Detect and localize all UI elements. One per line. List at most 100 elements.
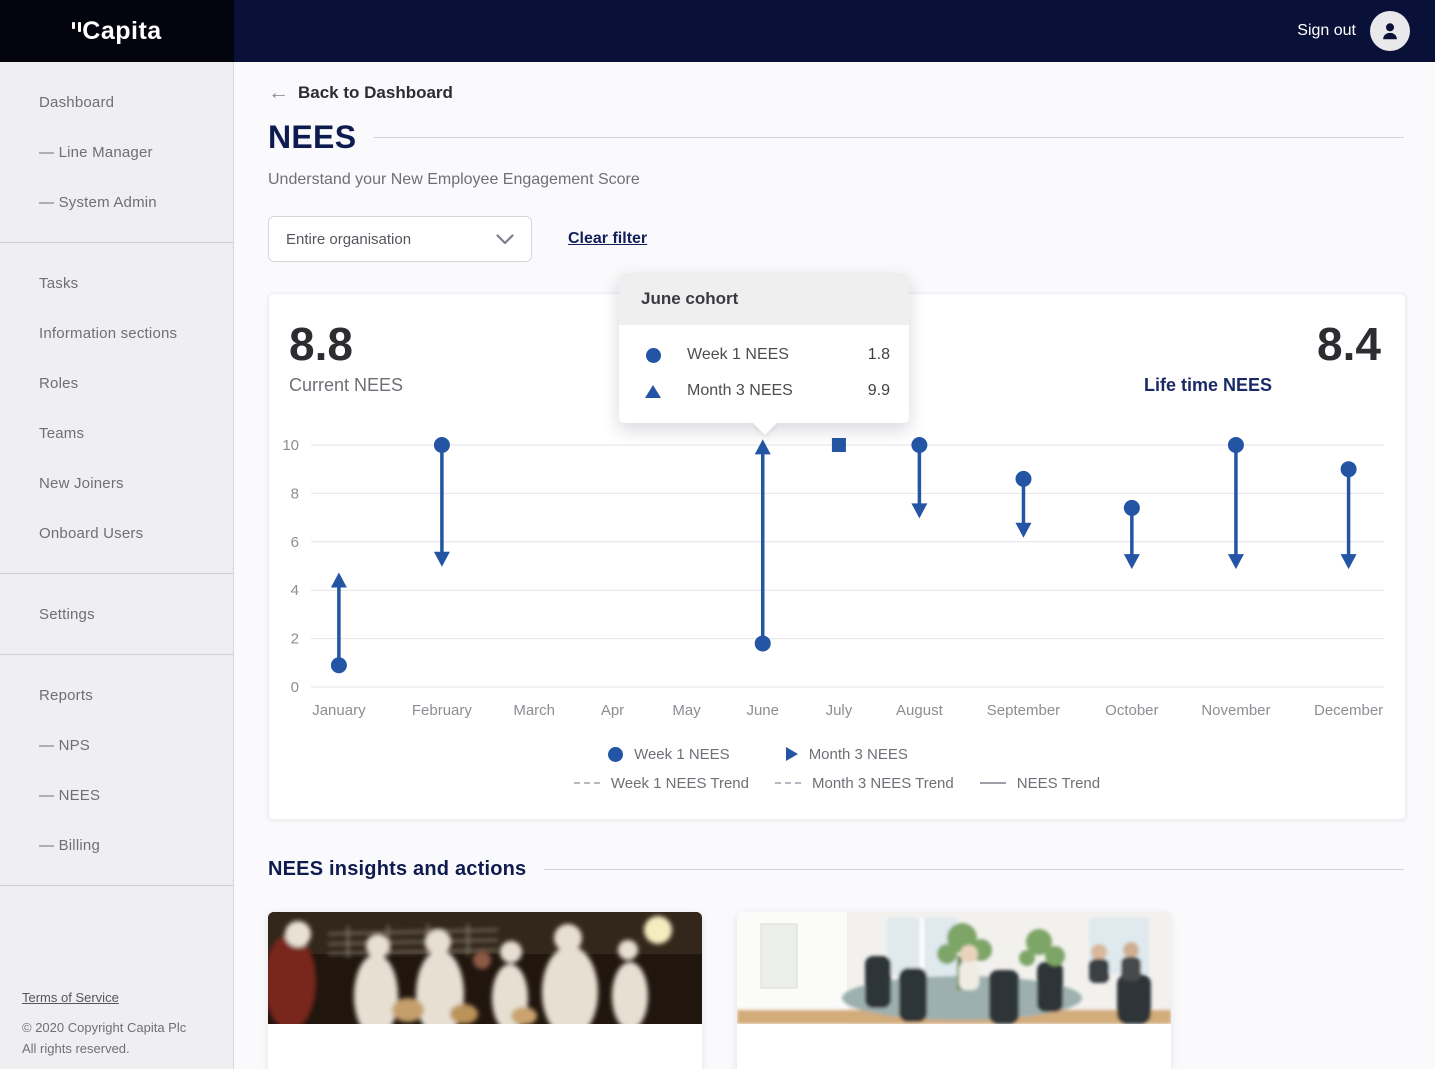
insights-rule — [544, 869, 1404, 870]
circle-marker-icon — [645, 347, 661, 363]
sidebar-footer: Terms of Service © 2020 Copyright Capita… — [0, 987, 186, 1059]
lifetime-nees-score: 8.4 Life time NEES — [1144, 320, 1381, 396]
svg-text:0: 0 — [291, 679, 299, 696]
svg-text:10: 10 — [282, 437, 299, 454]
copyright-line-1: © 2020 Copyright Capita Plc — [22, 1020, 187, 1035]
current-nees-label: Current NEES — [289, 375, 404, 396]
legend-item-month-3-nees-trend[interactable]: Month 3 NEES Trend — [775, 770, 954, 796]
chart-month-august[interactable]: August — [896, 437, 944, 719]
sidebar-item-reports[interactable]: Reports — [39, 686, 93, 704]
svg-text:January: January — [312, 702, 366, 719]
organisation-filter-select[interactable]: Entire organisation — [268, 216, 532, 262]
svg-text:8: 8 — [291, 485, 299, 502]
svg-text:May: May — [672, 702, 701, 719]
chart-month-march[interactable]: March — [513, 702, 555, 719]
sidebar-item-roles[interactable]: Roles — [39, 374, 79, 392]
triangle-up-marker-icon — [645, 384, 661, 398]
dashed-line-icon — [775, 782, 801, 784]
legend-label: Week 1 NEES Trend — [610, 774, 749, 792]
chart-month-october[interactable]: October — [1105, 499, 1159, 719]
chart-gridlines: 0 2 4 6 8 10 — [282, 437, 1384, 696]
svg-text:July: July — [826, 702, 853, 719]
week1-circle-marker — [433, 437, 450, 453]
nees-chart[interactable]: 0 2 4 6 8 10 January February March Apr May June Jul… — [269, 434, 1405, 734]
sidebar-item-nees[interactable]: — NEES — [39, 786, 101, 804]
legend-label: NEES Trend — [1016, 774, 1101, 792]
svg-text:August: August — [896, 702, 944, 719]
svg-text:June: June — [746, 702, 779, 719]
sidebar-item-system-admin[interactable]: — System Admin — [39, 193, 157, 211]
sidebar-section: Dashboard — Line Manager — System Admin — [0, 62, 233, 243]
chart-month-apr[interactable]: Apr — [601, 702, 624, 719]
tooltip-month3-value: 9.9 — [867, 382, 890, 399]
svg-text:2: 2 — [291, 631, 299, 648]
back-arrow-icon: ← — [268, 81, 289, 104]
insight-card-1-body — [268, 1024, 702, 1069]
legend-item-week-1-nees-trend[interactable]: Week 1 NEES Trend — [573, 770, 749, 796]
svg-text:6: 6 — [291, 534, 299, 551]
sidebar-item-settings[interactable]: Settings — [39, 605, 95, 623]
legend-item-nees-trend[interactable]: NEES Trend — [979, 770, 1101, 796]
filter-selected-value: Entire organisation — [286, 230, 412, 248]
tooltip-week1-value: 1.8 — [867, 346, 890, 363]
month3-arrow-marker — [1340, 554, 1357, 570]
legend-row-2: Week 1 NEES Trend Month 3 NEES Trend NEES … — [573, 770, 1101, 796]
sidebar-item-billing[interactable]: — Billing — [39, 836, 100, 854]
sidebar-item-information-sections[interactable]: Information sections — [39, 324, 178, 342]
sidebar-section: Settings — [0, 574, 233, 655]
sidebar-section: Reports — NPS — NEES — Billing — [0, 655, 233, 886]
svg-text:November: November — [1201, 702, 1270, 719]
logo-block: Capita — [0, 0, 234, 62]
square-marker — [831, 438, 846, 452]
tooltip-week1-label: Week 1 NEES — [687, 346, 789, 363]
month3-arrow-marker — [911, 503, 928, 519]
user-icon — [1383, 23, 1397, 40]
solid-line-icon — [979, 782, 1006, 784]
insights-title: NEES insights and actions — [268, 858, 527, 880]
month3-arrow-marker — [433, 551, 450, 567]
lifetime-nees-value: 8.4 — [1317, 318, 1381, 370]
chart-month-february[interactable]: February — [412, 437, 473, 719]
sidebar-item-nps[interactable]: — NPS — [39, 736, 91, 754]
insight-card-2[interactable] — [737, 912, 1171, 1069]
tooltip-pointer — [752, 422, 778, 435]
month3-arrow-marker — [1227, 554, 1244, 570]
insight-image-crowd — [268, 912, 702, 1024]
speech-marks-icon — [72, 21, 82, 32]
dashed-line-icon — [573, 782, 600, 784]
week1-circle-marker — [1123, 499, 1140, 516]
copyright-line-2: All rights reserved. — [22, 1041, 130, 1056]
month3-arrow-marker — [330, 572, 347, 588]
sidebar-item-dashboard[interactable]: Dashboard — [39, 93, 115, 111]
svg-text:February: February — [412, 702, 473, 719]
chevron-down-icon — [496, 233, 514, 244]
week1-circle-marker — [1015, 470, 1032, 487]
week1-circle-marker — [1340, 461, 1357, 478]
chart-month-may[interactable]: May — [672, 702, 701, 719]
week1-circle-marker — [911, 437, 928, 453]
brand-text: Capita — [82, 16, 162, 45]
top-bar: Capita Sign out — [0, 0, 1435, 62]
chart-month-july[interactable]: July — [826, 438, 853, 719]
insight-card-1[interactable] — [268, 912, 702, 1069]
tooltip-row-month3: Month 3 NEES 9.9 — [619, 373, 909, 409]
back-to-dashboard-link[interactable]: ← Back to Dashboard — [268, 82, 453, 103]
sign-out-button[interactable]: Sign out — [1297, 22, 1356, 39]
chart-month-december[interactable]: December — [1314, 461, 1383, 719]
sidebar-item-tasks[interactable]: Tasks — [39, 274, 79, 292]
sidebar-item-teams[interactable]: Teams — [39, 424, 85, 442]
chart-month-november[interactable]: November — [1201, 437, 1271, 719]
legend-label: Month 3 NEES — [808, 745, 908, 763]
chart-month-september[interactable]: September — [987, 470, 1060, 719]
legend-item-week-1-nees[interactable]: Week 1 NEES — [608, 741, 730, 767]
sidebar-item-new-joiners[interactable]: New Joiners — [39, 474, 124, 492]
chart-month-june[interactable]: June — [746, 439, 779, 719]
sidebar-item-line-manager[interactable]: — Line Manager — [39, 143, 153, 161]
terms-of-service-link[interactable]: Terms of Service — [22, 990, 119, 1005]
chart-month-january[interactable]: January — [312, 572, 366, 719]
clear-filter-link[interactable]: Clear filter — [568, 230, 648, 247]
legend-item-month-3-nees[interactable]: Month 3 NEES — [785, 741, 908, 767]
sidebar-item-onboard-users[interactable]: Onboard Users — [39, 524, 144, 542]
user-avatar[interactable] — [1370, 11, 1410, 51]
